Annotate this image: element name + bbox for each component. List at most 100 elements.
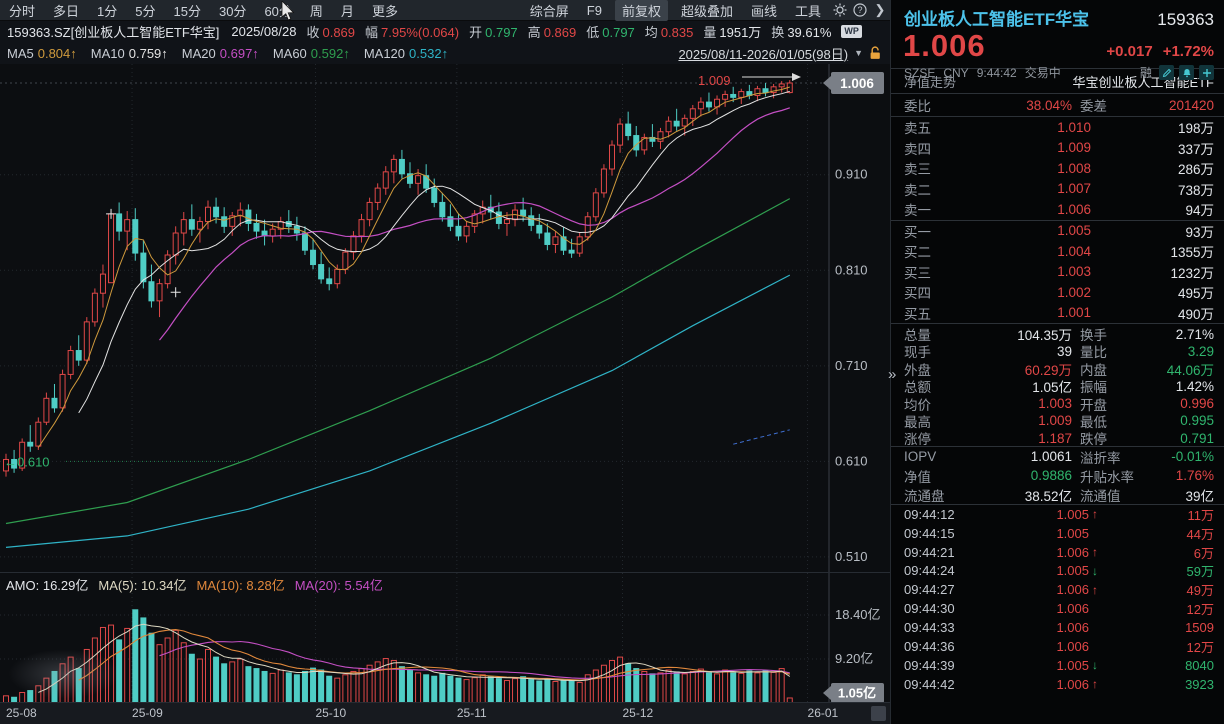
stat-label: 升贴水率 xyxy=(1080,469,1134,485)
ask-row[interactable]: 卖二 1.007 738万 xyxy=(891,179,1224,200)
candle-body xyxy=(447,216,454,227)
volume-bar xyxy=(770,671,777,703)
up-arrow-icon: ↑ xyxy=(1092,545,1098,560)
stats-row: 最高 1.009 最低 0.995 xyxy=(891,411,1224,430)
toolbar-button-工具[interactable]: 工具 xyxy=(794,3,821,19)
ma-legend-MA120: MA120 0.532↑ xyxy=(364,46,448,61)
period-tab-更多[interactable]: 更多 xyxy=(371,3,398,19)
period-tab-1分[interactable]: 1分 xyxy=(97,3,118,19)
volume-ma-label: MA(10): 8.28亿 xyxy=(196,578,285,593)
chevron-right-icon[interactable]: ❯ xyxy=(874,2,886,17)
ask-row[interactable]: 卖五 1.010 198万 xyxy=(891,117,1224,138)
iopv-row: IOPV 1.0061 溢折率 -0.01% xyxy=(891,447,1224,466)
toolbar-button-超级叠加[interactable]: 超级叠加 xyxy=(680,3,733,19)
divider xyxy=(891,323,1224,324)
bid-row[interactable]: 买一 1.005 93万 xyxy=(891,221,1224,242)
stat-value: 0.9886 xyxy=(1030,468,1072,484)
ma-value: 0.532↑ xyxy=(409,45,449,61)
date-range-selector[interactable]: 2025/08/11-2026/01/05(98日) xyxy=(678,46,849,62)
bid-row[interactable]: 买五 1.001 490万 xyxy=(891,303,1224,324)
candlestick-chart[interactable]: 0.910 0.810 0.710 0.610 0.510 ←0.610 1.009 1.00… xyxy=(0,64,890,572)
crosshair-marker xyxy=(170,287,181,298)
ask-price: 1.007 xyxy=(1057,181,1091,197)
lock-open-icon[interactable] xyxy=(869,46,882,60)
wp-badge-icon[interactable]: WP xyxy=(841,25,862,38)
candle-body xyxy=(463,225,470,237)
toolbar-button-综合屏[interactable]: 综合屏 xyxy=(529,3,569,19)
time-axis-label: 25-12 xyxy=(622,706,654,720)
volume-bar xyxy=(398,666,405,703)
volume-bar xyxy=(237,658,244,703)
volume-bar xyxy=(625,663,632,703)
svg-text:?: ? xyxy=(857,5,862,15)
bell-icon[interactable] xyxy=(1179,65,1194,80)
stat-value: -0.01% xyxy=(1171,449,1214,465)
nav-trend-link[interactable]: 净值走势 xyxy=(904,74,957,90)
stat-label: 总额 xyxy=(904,380,931,396)
stat-value: 1.009 xyxy=(1038,413,1072,429)
volume-bar xyxy=(205,648,211,703)
period-tab-月[interactable]: 月 xyxy=(340,3,354,19)
ask-row[interactable]: 卖三 1.008 286万 xyxy=(891,158,1224,179)
period-tab-15分[interactable]: 15分 xyxy=(173,3,201,19)
stat-label: 量比 xyxy=(1080,345,1107,361)
ask-row[interactable]: 卖四 1.009 337万 xyxy=(891,138,1224,159)
volume-bar xyxy=(366,664,373,703)
candle-body xyxy=(156,283,163,302)
ma60-line xyxy=(5,198,791,525)
candle-body xyxy=(326,278,333,285)
period-tab-多日[interactable]: 多日 xyxy=(53,3,80,19)
bid-row[interactable]: 买二 1.004 1355万 xyxy=(891,241,1224,262)
stat-label: 跌停 xyxy=(1080,432,1107,448)
candle-body xyxy=(229,215,236,227)
tick-row: 09:44:33 1.006 1509 xyxy=(891,618,1224,637)
stat-label: 开盘 xyxy=(1080,397,1107,413)
candle-body xyxy=(51,397,58,409)
field-label: 高 xyxy=(527,25,541,40)
volume-bar xyxy=(3,695,9,703)
axis-corner-button[interactable] xyxy=(871,706,886,721)
period-tab-30分[interactable]: 30分 xyxy=(218,3,247,19)
period-tab-分时[interactable]: 分时 xyxy=(9,3,36,19)
candle-body xyxy=(544,232,551,245)
edit-icon[interactable] xyxy=(1159,65,1174,80)
volume-bar xyxy=(600,664,607,703)
field-label: 换 xyxy=(771,25,785,40)
volume-ma-label: MA(20): 5.54亿 xyxy=(294,578,383,593)
add-icon[interactable] xyxy=(1199,65,1214,80)
volume-bar xyxy=(705,672,712,703)
candle-body xyxy=(665,120,672,133)
panel-collapse-handle[interactable]: » xyxy=(888,366,897,383)
currency-label: CNY xyxy=(943,66,969,80)
gear-icon[interactable] xyxy=(830,3,850,17)
candle-body xyxy=(350,235,357,253)
candle-body xyxy=(35,421,42,447)
ask-row[interactable]: 卖一 1.006 94万 xyxy=(891,199,1224,220)
chevron-down-icon[interactable]: ▼ xyxy=(854,48,863,58)
stats-row: 总量 104.35万 换手 2.71% xyxy=(891,324,1224,344)
toolbar-button-F9[interactable]: F9 xyxy=(586,2,602,18)
stat-value: 0.791 xyxy=(1180,430,1214,446)
period-tab-周[interactable]: 周 xyxy=(309,3,323,19)
volume-panel[interactable]: AMO: 16.29亿 MA(5): 10.34亿 MA(10): 8.28亿 MA(… xyxy=(0,572,890,703)
candle-body xyxy=(617,123,624,146)
stat-label: 外盘 xyxy=(904,362,931,378)
down-arrow-icon: ↓ xyxy=(1092,658,1098,673)
tick-time: 09:44:12 xyxy=(904,506,955,522)
bid-row[interactable]: 买四 1.002 495万 xyxy=(891,282,1224,303)
volume-bar xyxy=(285,672,292,703)
volume-bar xyxy=(520,676,527,703)
candle-body xyxy=(770,86,777,94)
help-icon[interactable]: ? xyxy=(850,3,870,17)
toolbar-button-前复权[interactable]: 前复权 xyxy=(614,0,668,21)
current-volume-box-label: 1.05亿 xyxy=(838,686,876,701)
fund-full-name: 华宝创业板人工智能ETF xyxy=(1072,74,1214,90)
volume-bar xyxy=(447,675,454,703)
period-tab-5分[interactable]: 5分 xyxy=(135,3,156,19)
current-volume-box xyxy=(831,683,884,703)
bid-volume: 1232万 xyxy=(1170,265,1214,281)
candle-body xyxy=(681,117,688,127)
bid-row[interactable]: 买三 1.003 1232万 xyxy=(891,262,1224,283)
toolbar-button-画线[interactable]: 画线 xyxy=(750,3,777,19)
volume-bar xyxy=(342,674,349,703)
